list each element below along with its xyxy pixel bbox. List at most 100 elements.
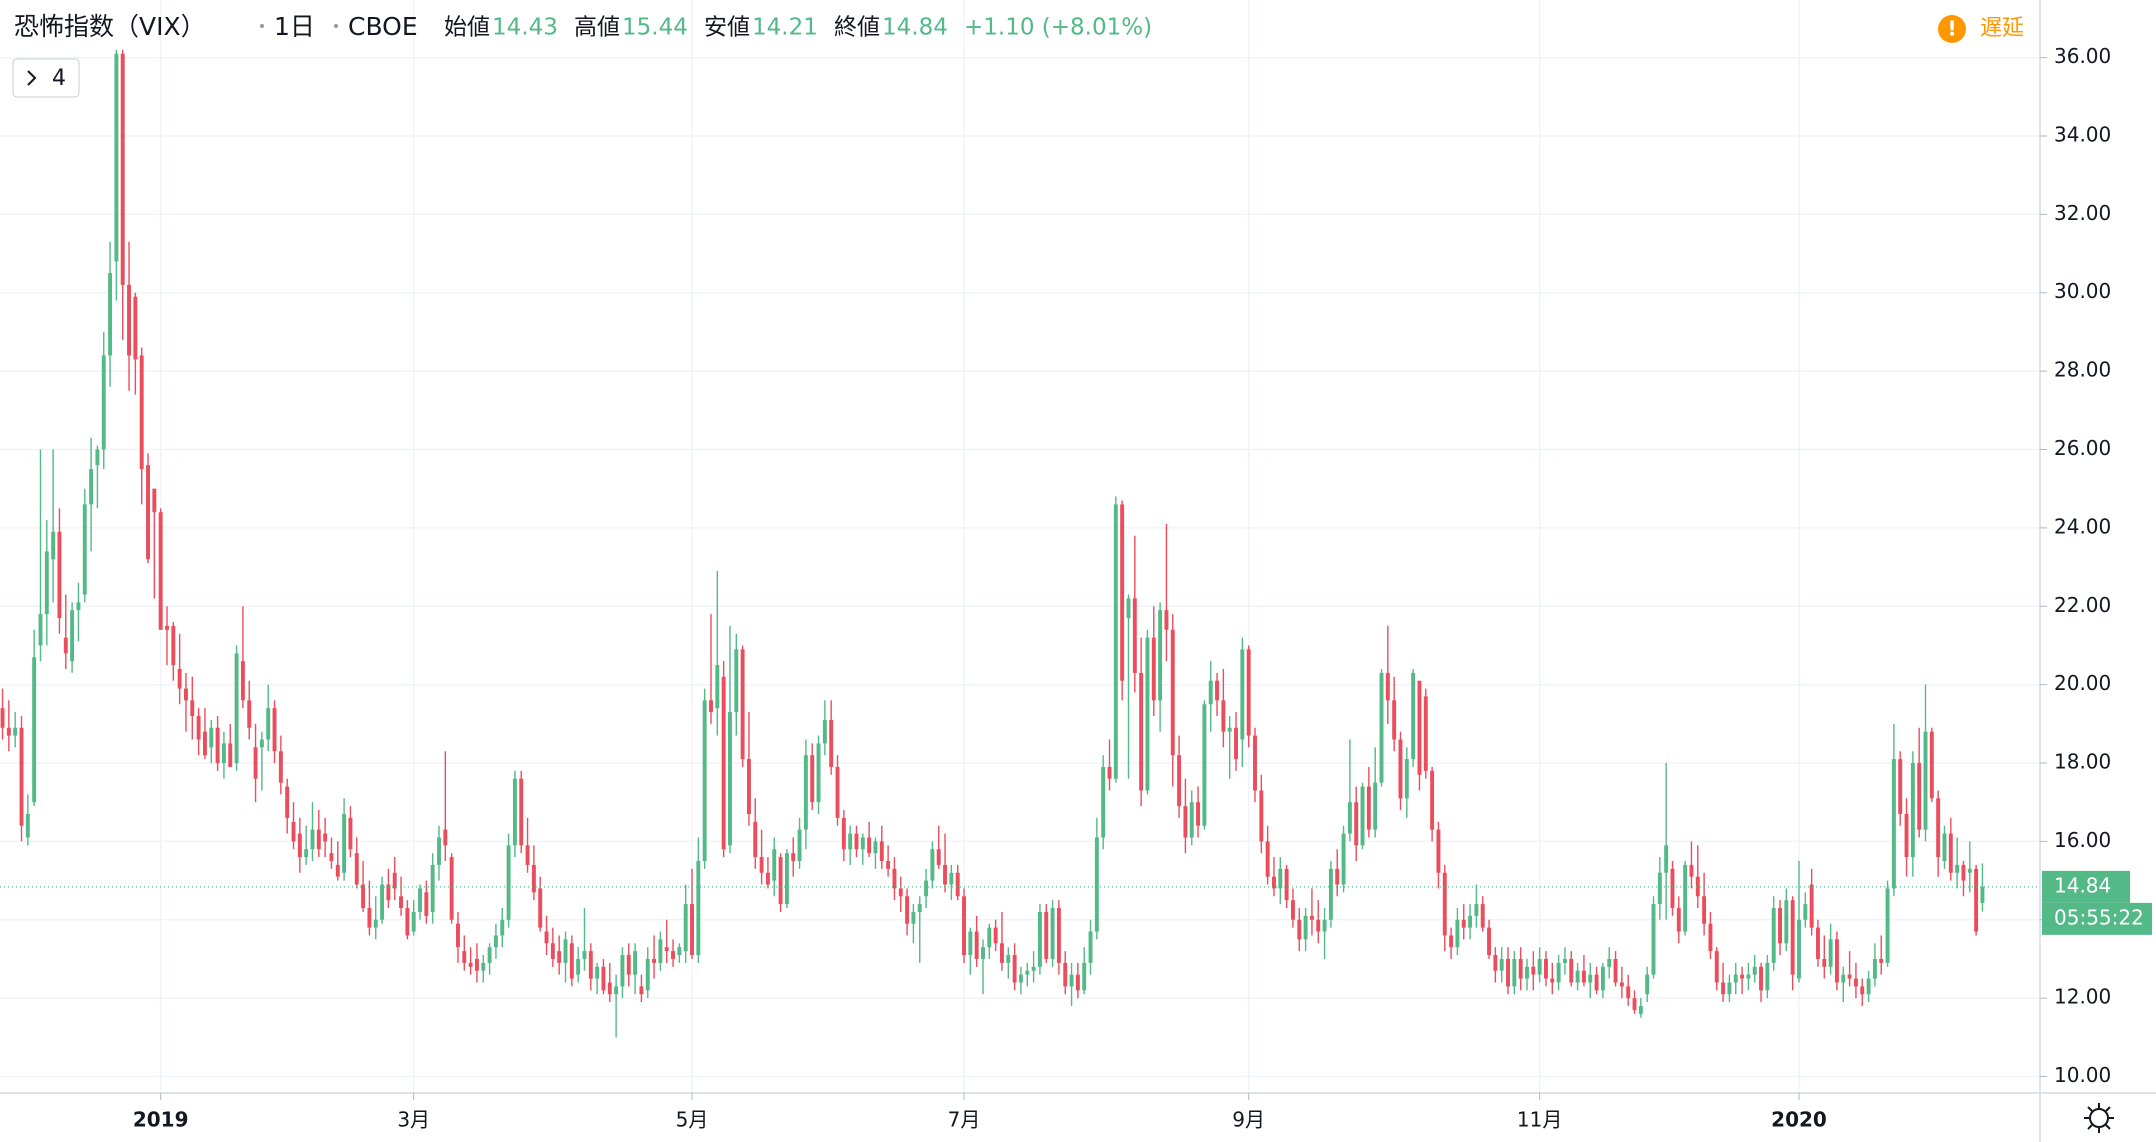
candle-body xyxy=(411,911,416,932)
candle-body xyxy=(386,884,391,901)
candle-body xyxy=(968,931,973,956)
candle-body xyxy=(234,653,239,764)
candle-body xyxy=(1449,935,1454,948)
candle-body xyxy=(82,504,87,595)
candle-body xyxy=(848,833,853,850)
candle-body xyxy=(1752,966,1757,975)
candle-body xyxy=(550,943,555,959)
candle-body xyxy=(1809,884,1814,928)
candle-body xyxy=(1834,939,1839,983)
candle-body xyxy=(177,668,182,689)
candle-body xyxy=(202,731,207,756)
settings-icon[interactable] xyxy=(2084,1103,2114,1133)
candle-body xyxy=(253,747,258,779)
candle-body xyxy=(1600,966,1605,991)
candle-body xyxy=(481,962,486,971)
candle-body xyxy=(1803,904,1808,920)
close-label: 終値 xyxy=(834,15,880,41)
candle-body xyxy=(342,813,347,873)
candle-body xyxy=(323,833,328,842)
candle-body xyxy=(841,817,846,850)
candle-body xyxy=(1094,837,1099,932)
candle-body xyxy=(1037,911,1042,967)
candle-body xyxy=(13,727,18,736)
y-tick-label: 16.00 xyxy=(2054,828,2111,852)
candle-body xyxy=(1562,958,1567,963)
candle-body xyxy=(1082,962,1087,991)
candle-body xyxy=(1227,727,1232,732)
candle-body xyxy=(146,465,150,560)
candle-body xyxy=(1196,802,1201,826)
candle-body xyxy=(658,939,663,963)
candle-body xyxy=(367,908,372,928)
candle-body xyxy=(1031,966,1036,971)
candle-body xyxy=(1056,908,1061,963)
candle-body xyxy=(158,512,163,630)
delay-badge[interactable]: ! 遅延 xyxy=(1938,15,2024,43)
candle-body xyxy=(165,625,169,630)
candle-body xyxy=(1676,908,1681,932)
indicator-toggle[interactable]: 4 xyxy=(12,58,80,98)
candle-body xyxy=(860,837,865,850)
candle-body xyxy=(38,614,43,646)
chevron-icon xyxy=(27,70,37,86)
candle-body xyxy=(1018,974,1023,983)
candle-body xyxy=(1278,868,1283,889)
candle-body xyxy=(1828,939,1833,967)
candle-body xyxy=(715,665,720,709)
candle-body xyxy=(171,625,176,666)
candle-body xyxy=(1765,962,1770,991)
gear[interactable] xyxy=(2089,1108,2109,1128)
candle-body xyxy=(949,872,954,885)
candle-body xyxy=(1898,759,1903,814)
candle-body xyxy=(544,931,549,944)
candle-body xyxy=(1493,955,1498,971)
candle-body xyxy=(1917,763,1922,830)
candle-body xyxy=(1683,864,1688,932)
candle-body xyxy=(1411,672,1416,760)
separator xyxy=(260,24,264,28)
candle-body xyxy=(1537,958,1542,975)
candle-body xyxy=(1436,829,1441,873)
candle-body xyxy=(886,860,891,869)
candle-body xyxy=(209,727,214,748)
warning-icon[interactable] xyxy=(1938,15,1966,43)
candle-body xyxy=(63,637,68,654)
candle-body xyxy=(1771,908,1776,963)
delay-label[interactable]: 遅延 xyxy=(1980,16,2024,41)
candle-body xyxy=(1879,958,1884,963)
candle-body xyxy=(19,727,24,826)
candle-body xyxy=(531,864,536,893)
candle-body xyxy=(1474,904,1479,916)
candles xyxy=(0,49,2040,1038)
candle-body xyxy=(829,719,834,767)
candle-body xyxy=(1544,958,1548,979)
candle-body xyxy=(0,708,5,728)
indicator-count[interactable]: 4 xyxy=(52,66,66,91)
candle-body xyxy=(278,751,283,783)
y-tick-label: 18.00 xyxy=(2054,750,2111,774)
candle-body xyxy=(1645,974,1650,995)
candle-body xyxy=(671,951,676,959)
indicator-button[interactable] xyxy=(12,58,80,98)
candle-body xyxy=(1891,759,1896,889)
candle-body xyxy=(221,743,226,764)
candle-body xyxy=(474,958,479,971)
candle-body xyxy=(1657,872,1662,905)
candle-body xyxy=(728,712,732,846)
candle-body xyxy=(1069,974,1074,987)
low-value: 14.21 xyxy=(752,15,818,41)
y-tick-label: 20.00 xyxy=(2054,671,2111,695)
exchange: CBOE xyxy=(348,12,418,41)
candle-body xyxy=(569,943,574,979)
candle-body xyxy=(1404,759,1409,799)
x-tick-label: 5月 xyxy=(676,1108,709,1132)
candle-body xyxy=(1006,955,1011,963)
candle-body xyxy=(456,923,460,948)
candle-body xyxy=(1183,806,1188,838)
candle-body xyxy=(1246,649,1251,736)
candle-body xyxy=(1797,919,1801,979)
x-tick-label: 11月 xyxy=(1517,1108,1562,1132)
high-value: 15.44 xyxy=(622,15,688,41)
candle-body xyxy=(1664,845,1669,873)
